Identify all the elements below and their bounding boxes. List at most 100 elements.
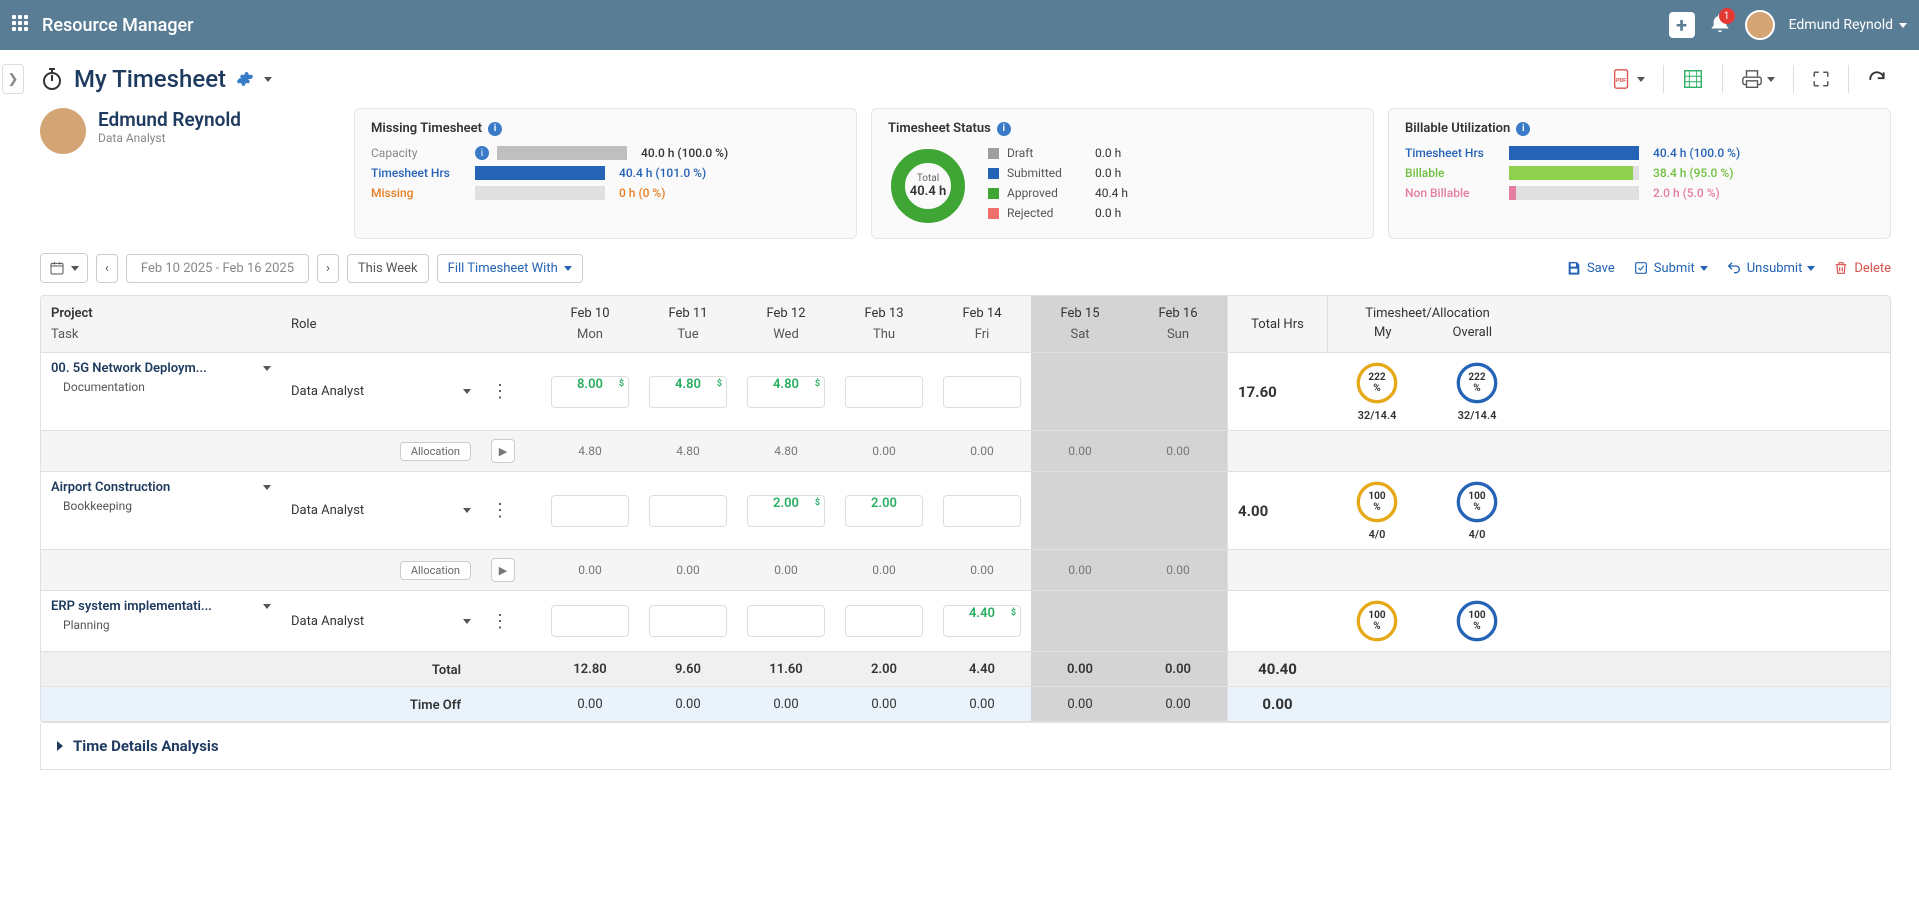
row-menu-icon[interactable]: ⋮ — [491, 381, 509, 402]
row-menu-icon[interactable]: ⋮ — [491, 611, 509, 632]
submit-button[interactable]: Submit — [1633, 260, 1708, 276]
allocation-label: Allocation — [400, 442, 471, 461]
row-total — [1227, 591, 1327, 651]
timesheet-row: 00. 5G Network Deploym...DocumentationDa… — [41, 353, 1890, 431]
hours-input[interactable]: 2.00$ — [747, 495, 825, 527]
stopwatch-icon — [40, 67, 64, 91]
row-menu-icon[interactable]: ⋮ — [491, 500, 509, 521]
stat-label: Missing — [371, 186, 467, 200]
topbar: Resource Manager + 1 Edmund Reynold — [0, 0, 1919, 50]
stat-bar — [1509, 146, 1639, 160]
allocation-cell: 0.00 — [1129, 550, 1227, 590]
export-pdf-button[interactable]: PDF — [1607, 64, 1649, 94]
hours-input[interactable] — [943, 376, 1021, 408]
notifications-icon[interactable]: 1 — [1709, 12, 1731, 38]
hours-input[interactable] — [649, 495, 727, 527]
allocation-ring: 100 % 4/0 — [1327, 472, 1427, 549]
allocation-label: Allocation — [400, 561, 471, 580]
hours-input[interactable] — [845, 376, 923, 408]
info-icon[interactable]: i — [475, 146, 489, 160]
fullscreen-icon[interactable] — [1808, 66, 1834, 92]
allocation-cell: 4.80 — [737, 431, 835, 471]
allocation-cell: 0.00 — [933, 550, 1031, 590]
timesheet-status-card: Timesheet Statusi Total 40.4 h Draft0.0 … — [871, 108, 1374, 239]
settings-icon[interactable] — [236, 70, 254, 88]
hours-input[interactable] — [747, 605, 825, 637]
unsubmit-button[interactable]: Unsubmit — [1726, 260, 1816, 276]
this-week-button[interactable]: This Week — [347, 254, 429, 283]
user-role: Data Analyst — [98, 131, 241, 145]
hours-input[interactable]: 8.00$ — [551, 376, 629, 408]
stat-label: Timesheet Hrs — [371, 166, 467, 180]
hours-input[interactable] — [943, 495, 1021, 527]
allocation-ring: 100 % 4/0 — [1427, 472, 1527, 549]
next-week-button[interactable]: › — [317, 254, 339, 283]
stat-bar — [475, 166, 605, 180]
notification-badge: 1 — [1719, 8, 1735, 24]
expand-sidebar-icon[interactable]: ❯ — [2, 64, 24, 94]
user-avatar — [40, 108, 86, 154]
hours-input[interactable] — [551, 605, 629, 637]
day-header: Feb 11Tue — [639, 296, 737, 352]
calendar-button[interactable] — [40, 253, 88, 283]
hours-input[interactable] — [845, 605, 923, 637]
allocation-cell: 0.00 — [1031, 550, 1129, 590]
expand-allocation-icon[interactable]: ▶ — [491, 558, 515, 582]
app-title: Resource Manager — [42, 15, 194, 36]
hours-input[interactable]: 4.80$ — [649, 376, 727, 408]
task-name: Planning — [51, 618, 110, 632]
date-range[interactable]: Feb 10 2025 - Feb 16 2025 — [126, 254, 309, 283]
info-icon[interactable]: i — [1516, 122, 1530, 136]
user-menu[interactable]: Edmund Reynold — [1789, 17, 1907, 33]
delete-button[interactable]: Delete — [1833, 260, 1891, 276]
hours-input[interactable] — [649, 605, 727, 637]
role-select[interactable]: Data Analyst — [291, 384, 471, 399]
info-icon[interactable]: i — [997, 122, 1011, 136]
stat-bar — [1509, 186, 1639, 200]
print-button[interactable] — [1737, 64, 1779, 94]
time-details-toggle[interactable]: Time Details Analysis — [40, 723, 1891, 770]
svg-text:PDF: PDF — [1616, 78, 1626, 84]
role-select[interactable]: Data Analyst — [291, 503, 471, 518]
allocation-cell: 0.00 — [835, 431, 933, 471]
info-icon[interactable]: i — [488, 122, 502, 136]
user-block: Edmund Reynold Data Analyst — [40, 108, 340, 239]
prev-week-button[interactable]: ‹ — [96, 254, 118, 283]
role-select[interactable]: Data Analyst — [291, 614, 471, 629]
allocation-ring: 222 % 32/14.4 — [1327, 353, 1427, 430]
expand-icon — [57, 741, 63, 751]
task-name: Bookkeeping — [51, 499, 132, 513]
stat-value: 38.4 h (95.0 %) — [1653, 166, 1733, 180]
page-menu-dropdown[interactable] — [264, 77, 272, 82]
hours-input[interactable]: 4.40$ — [943, 605, 1021, 637]
allocation-ring: 222 % 32/14.4 — [1427, 353, 1527, 430]
avatar[interactable] — [1745, 10, 1775, 40]
page-title: My Timesheet — [74, 65, 226, 93]
apps-menu-icon[interactable] — [12, 15, 32, 35]
allocation-cell: 0.00 — [1031, 431, 1129, 471]
stat-value: 40.4 h (100.0 %) — [1653, 146, 1740, 160]
fill-timesheet-dropdown[interactable]: Fill Timesheet With — [437, 254, 583, 283]
expand-allocation-icon[interactable]: ▶ — [491, 439, 515, 463]
timesheet-row: ERP system implementati... Planning Data A… — [41, 591, 1890, 652]
export-excel-button[interactable] — [1678, 64, 1708, 94]
page-header: My Timesheet PDF — [40, 64, 1891, 94]
hours-input[interactable]: 2.00 — [845, 495, 923, 527]
project-name[interactable]: Airport Construction — [51, 480, 271, 495]
allocation-ring: 100 % — [1327, 591, 1427, 651]
allocation-cell: 4.80 — [639, 431, 737, 471]
add-button[interactable]: + — [1669, 12, 1695, 38]
day-header: Feb 15Sat — [1031, 296, 1129, 352]
hours-input[interactable]: 4.80$ — [747, 376, 825, 408]
allocation-cell: 0.00 — [1129, 431, 1227, 471]
stat-value: 0 h (0 %) — [619, 186, 665, 200]
stat-label: Billable — [1405, 166, 1501, 180]
allocation-ring: 100 % — [1427, 591, 1527, 651]
status-row: Approved40.4 h — [988, 186, 1128, 200]
stat-bar — [497, 146, 627, 160]
project-name[interactable]: 00. 5G Network Deploym... — [51, 361, 271, 376]
project-name[interactable]: ERP system implementati... — [51, 599, 271, 614]
save-button[interactable]: Save — [1566, 260, 1615, 276]
refresh-icon[interactable] — [1863, 65, 1891, 93]
hours-input[interactable] — [551, 495, 629, 527]
